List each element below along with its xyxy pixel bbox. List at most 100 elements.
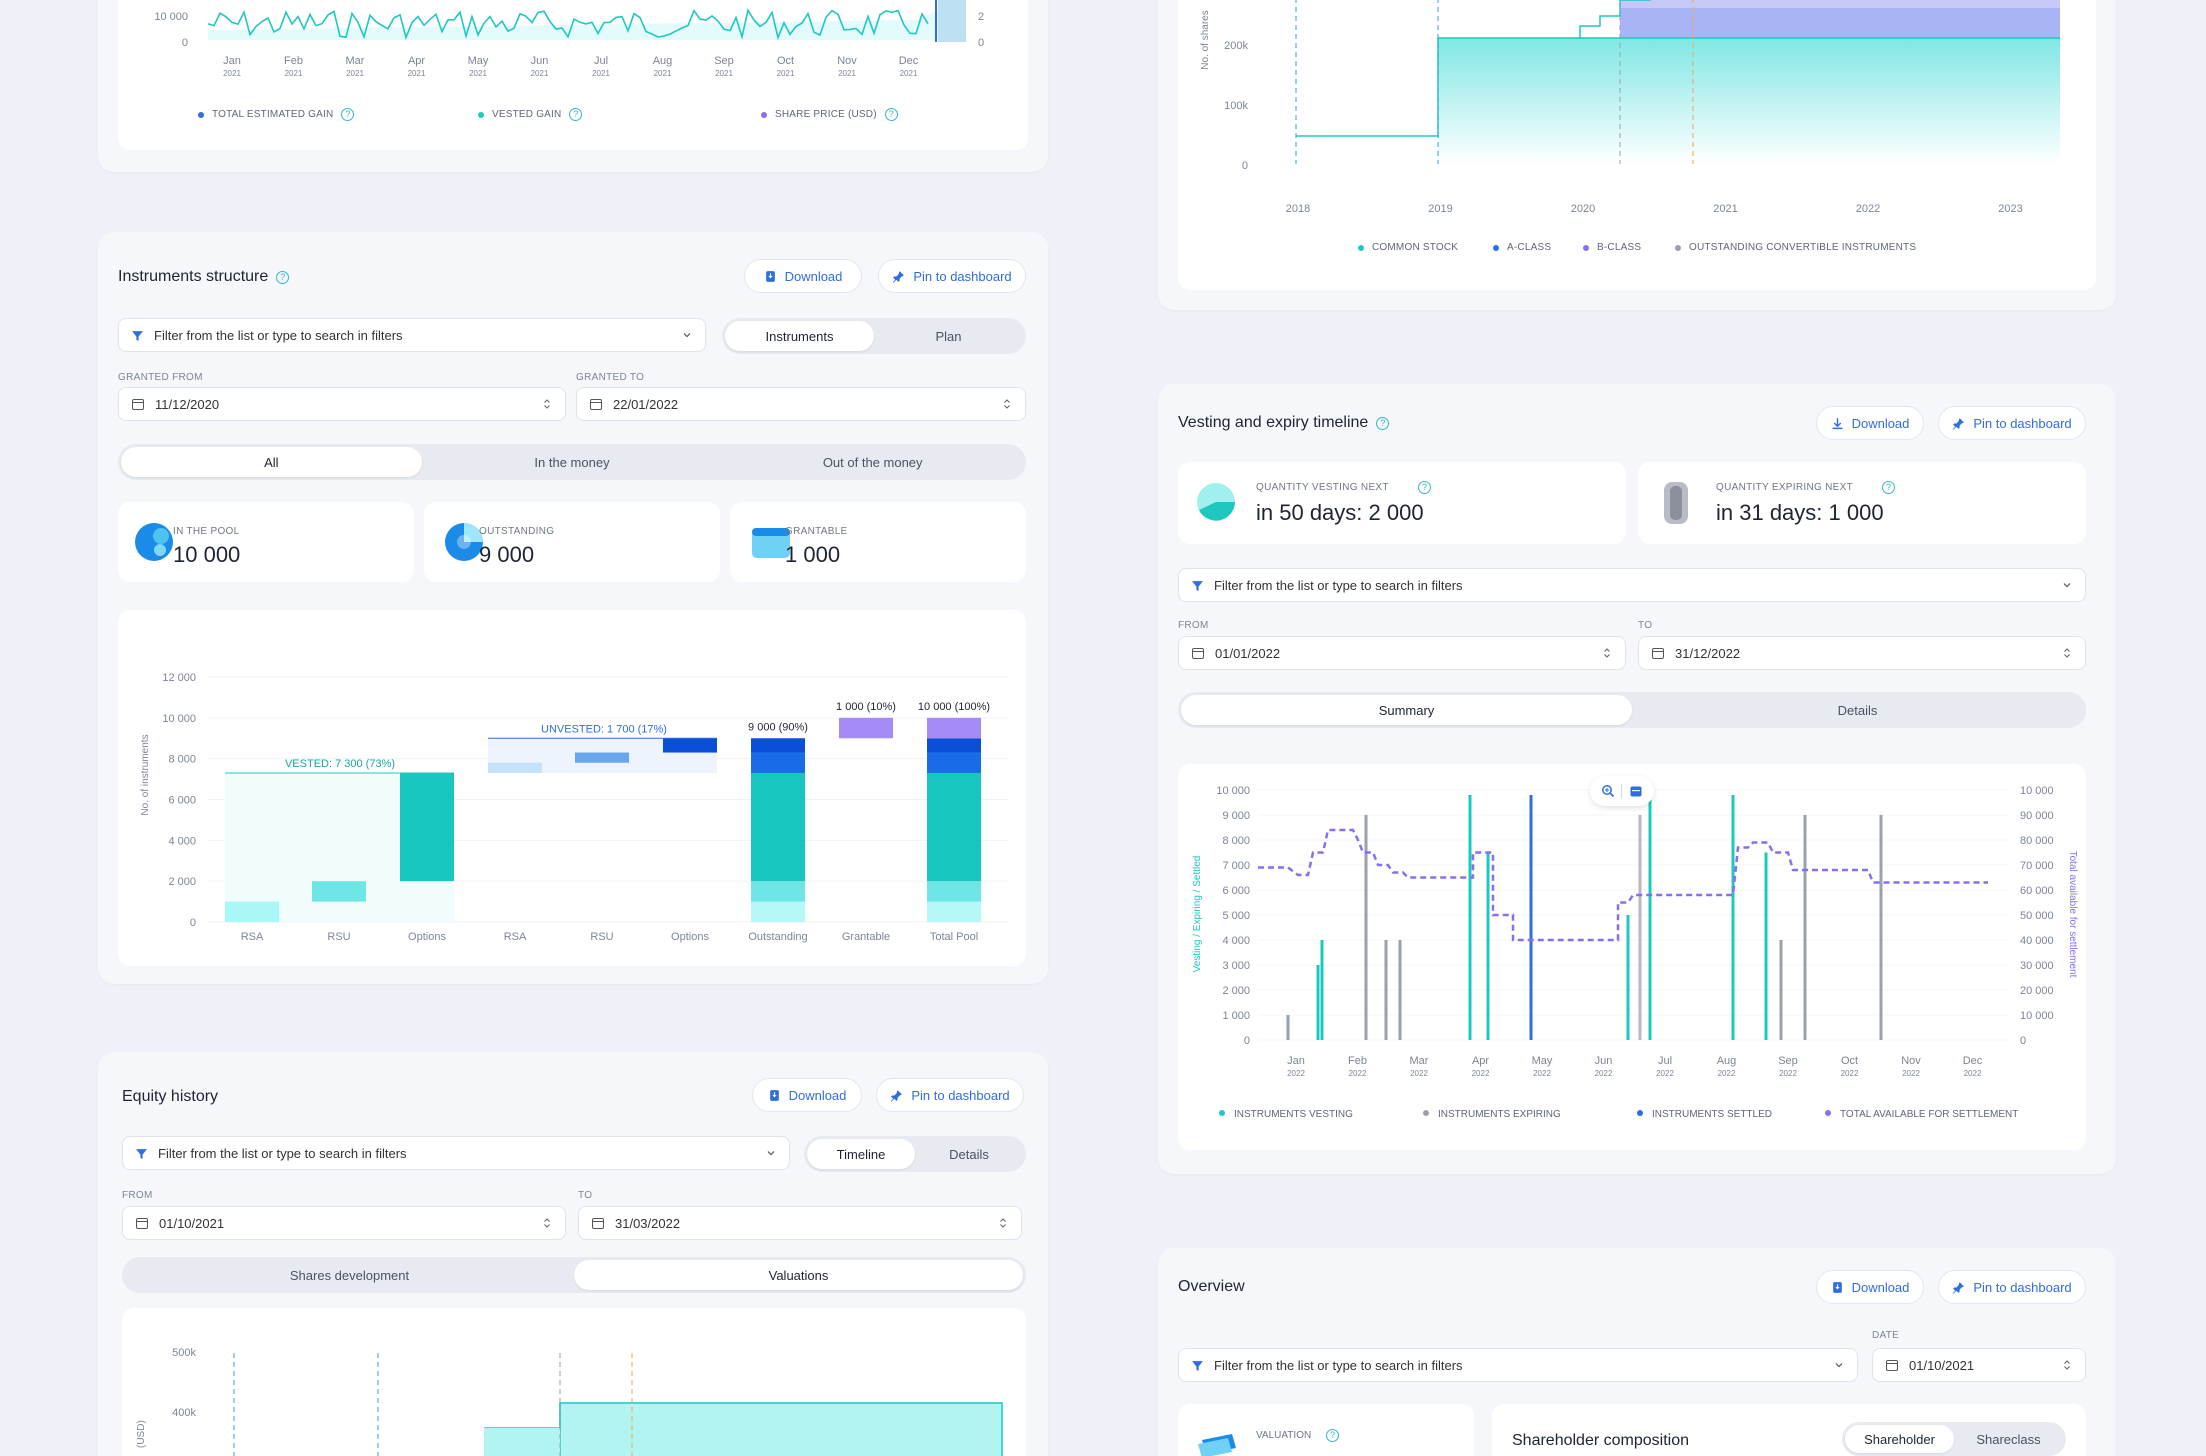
download-button[interactable]: Download <box>752 1078 862 1112</box>
bar-vesting[interactable] <box>1316 965 1320 1040</box>
tab-out-of-the-money[interactable]: Out of the money <box>822 454 923 470</box>
help-icon[interactable]: ? <box>276 270 290 284</box>
stat-in-the-pool: IN THE POOL 10 000 <box>118 502 414 582</box>
download-button[interactable]: Download <box>1816 1270 1924 1304</box>
x-tick-year: 2022 <box>1902 1069 1920 1078</box>
x-tick-label: Jul <box>594 55 608 67</box>
download-button[interactable]: Download <box>744 259 862 293</box>
from-date-field[interactable]: 01/01/2022 <box>1178 636 1626 670</box>
bar-pool-rsu[interactable] <box>927 881 981 902</box>
bar-expiring[interactable] <box>1384 940 1388 1040</box>
bar-expiring[interactable] <box>1286 1015 1290 1040</box>
bar-expiring[interactable] <box>1879 815 1883 1040</box>
bar-expiring[interactable] <box>1779 940 1783 1040</box>
y-tick-label: 0 <box>190 917 196 929</box>
tab-details[interactable]: Details <box>1837 702 1878 718</box>
calendar-icon[interactable] <box>1629 784 1643 798</box>
bar-expiring[interactable] <box>1364 815 1368 1040</box>
bar-expiring[interactable] <box>1638 815 1642 1040</box>
pin-button[interactable]: Pin to dashboard <box>1938 406 2086 440</box>
bar-settled[interactable] <box>1529 795 1533 1040</box>
bar-pool-unvested-b[interactable] <box>927 738 981 753</box>
help-icon[interactable]: ? <box>1326 1429 1339 1442</box>
granted-from-field[interactable]: 11/12/2020 <box>118 387 566 421</box>
chevron-down-icon <box>767 1151 775 1156</box>
tab-all[interactable]: All <box>121 447 422 477</box>
bar-rsu-unvested[interactable] <box>575 752 629 763</box>
zoom-in-icon[interactable] <box>1601 784 1615 798</box>
bar-expiring[interactable] <box>1398 940 1402 1040</box>
tab-summary[interactable]: Summary <box>1181 695 1632 725</box>
x-tick-label: 2019 <box>1428 203 1452 215</box>
y-tick-label: 7 000 <box>1222 860 1250 872</box>
granted-to-field[interactable]: 22/01/2022 <box>576 387 1026 421</box>
bar-outstanding-rsa[interactable] <box>751 901 805 922</box>
bar-vesting[interactable] <box>1648 795 1652 1040</box>
download-button[interactable]: Download <box>1816 406 1924 440</box>
date-field[interactable]: 01/10/2021 <box>1872 1348 2086 1382</box>
bar-outstanding-unvested-b[interactable] <box>751 738 805 753</box>
pin-button[interactable]: Pin to dashboard <box>878 259 1026 293</box>
x-tick-label: Sep <box>714 55 734 67</box>
bar-pool-options[interactable] <box>927 772 981 882</box>
tab-shares-development[interactable]: Shares development <box>289 1267 410 1283</box>
equity-chart-svg: 500k 400k (USD) <box>136 1347 1003 1456</box>
tab-valuations[interactable]: Valuations <box>574 1260 1023 1290</box>
tab-timeline[interactable]: Timeline <box>807 1139 915 1169</box>
x-tick-year: 2022 <box>1349 1069 1367 1078</box>
help-icon[interactable]: ? <box>1418 481 1431 494</box>
tab-details[interactable]: Details <box>949 1146 989 1162</box>
pin-button[interactable]: Pin to dashboard <box>876 1078 1024 1112</box>
bar-vesting[interactable] <box>1731 795 1735 1040</box>
bar-pool-rsa[interactable] <box>927 901 981 922</box>
to-date-field[interactable]: 31/03/2022 <box>578 1206 1022 1240</box>
y-tick: 10 000 <box>154 11 188 23</box>
bar-vesting[interactable] <box>1468 795 1472 1040</box>
filter-icon <box>132 330 143 341</box>
y-axis-label: No. of shares <box>1200 10 1211 69</box>
x-tick-label: RSA <box>241 931 264 943</box>
vested-annotation: VESTED: 7 300 (73%) <box>285 758 395 770</box>
total-gain-line <box>207 8 929 41</box>
bar-pool-unvested-a[interactable] <box>927 752 981 773</box>
tab-in-the-money[interactable]: In the money <box>534 454 610 470</box>
bar-vesting[interactable] <box>1486 852 1490 1041</box>
filter-input[interactable]: Filter from the list or type to search i… <box>1178 568 2086 602</box>
bar-grantable[interactable] <box>839 717 893 739</box>
bar-options-vested[interactable] <box>400 772 454 882</box>
x-tick-year: 2022 <box>1841 1069 1859 1078</box>
x-tick-label: Sep <box>1778 1055 1798 1067</box>
help-icon[interactable]: ? <box>1882 481 1895 494</box>
stat-label: OUTSTANDING <box>479 526 555 537</box>
bar-rsa-vested[interactable] <box>225 901 279 922</box>
bar-pool-grantable[interactable] <box>927 717 981 739</box>
pin-button[interactable]: Pin to dashboard <box>1938 1270 2086 1304</box>
bar-vesting[interactable] <box>1320 940 1324 1040</box>
bar-vesting[interactable] <box>1764 852 1768 1041</box>
pool-icon <box>135 523 173 561</box>
filter-input[interactable]: Filter from the list or type to search i… <box>1178 1348 1858 1382</box>
bar-outstanding-rsu[interactable] <box>751 881 805 902</box>
bar-rsu-vested[interactable] <box>312 881 366 902</box>
bar-options-unvested[interactable] <box>663 738 717 753</box>
bar-expiring[interactable] <box>1803 815 1807 1040</box>
to-date-field[interactable]: 31/12/2022 <box>1638 636 2086 670</box>
legend-label: TOTAL AVAILABLE FOR SETTLEMENT <box>1840 1109 2018 1120</box>
bar-vesting[interactable] <box>1626 915 1630 1040</box>
filter-input[interactable]: Filter from the list or type to search i… <box>118 318 706 352</box>
bar-rsa-unvested[interactable] <box>488 762 542 773</box>
filter-input[interactable]: Filter from the list or type to search i… <box>122 1136 790 1170</box>
tab-plan[interactable]: Plan <box>935 328 962 344</box>
from-date-field[interactable]: 01/10/2021 <box>122 1206 566 1240</box>
tab-instruments[interactable]: Instruments <box>725 321 874 351</box>
bar-outstanding-options[interactable] <box>751 772 805 882</box>
toolbar-divider <box>1621 784 1623 798</box>
x-tick-label: RSA <box>504 931 527 943</box>
calendar-icon <box>1886 1360 1898 1371</box>
tab-shareholder[interactable]: Shareholder <box>1845 1425 1954 1453</box>
help-icon[interactable]: ? <box>1376 416 1390 430</box>
unvested-annotation: UNVESTED: 1 700 (17%) <box>541 723 667 735</box>
tab-shareclass[interactable]: Shareclass <box>1976 1431 2041 1447</box>
bar-outstanding-unvested-a[interactable] <box>751 752 805 773</box>
x-tick-label: Jul <box>1658 1055 1672 1067</box>
